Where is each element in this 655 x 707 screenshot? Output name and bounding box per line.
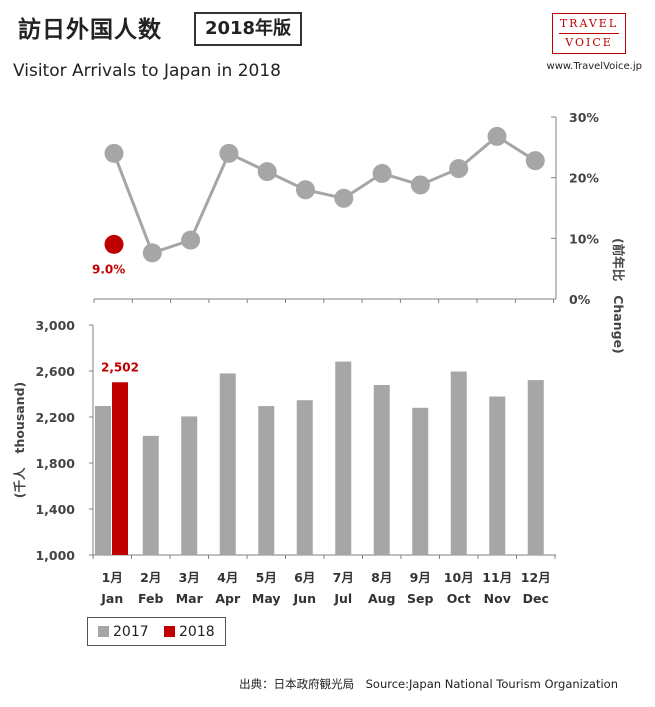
logo-line-1: TRAVEL (559, 15, 619, 34)
line-point-2017 (525, 151, 545, 171)
bar-2017 (219, 373, 236, 555)
bar-x-label-jp: 8月 (371, 570, 392, 585)
line-point-2017 (449, 159, 469, 179)
bar-y-tick-label: 1,400 (35, 502, 75, 517)
bar-2017 (142, 435, 159, 555)
line-point-2017 (487, 126, 507, 146)
bar-y-tick-label: 3,000 (35, 318, 75, 333)
line-point-2017 (181, 230, 201, 250)
bar-x-label-jp: 4月 (217, 570, 238, 585)
bar-x-label-jp: 3月 (179, 570, 200, 585)
line-data-label-2018: 9.0% (92, 262, 125, 276)
line-y-tick-label: 0% (569, 292, 591, 307)
bar-x-label-jp: 5月 (256, 570, 277, 585)
line-point-2017 (257, 162, 277, 182)
bar-x-label-jp: 7月 (333, 570, 354, 585)
bar-x-label-jp: 2月 (140, 570, 161, 585)
chart-legend: 2017 2018 (87, 617, 226, 646)
site-url: www.TravelVoice.jp (546, 61, 642, 72)
bar-2018 (112, 382, 128, 555)
legend-swatch-2017 (98, 626, 109, 637)
legend-label-2018: 2018 (179, 624, 215, 640)
page-subtitle: Visitor Arrivals to Japan in 2018 (13, 61, 281, 81)
bar-y-axis-label: (千人 thousand) (12, 382, 27, 499)
bar-x-label-en: Jul (333, 591, 352, 606)
line-point-2017 (296, 180, 315, 200)
arrivals-bar-chart: 1,000 1,400 1,800 2,200 2,600 3,000 (千人 thousan… (12, 318, 556, 606)
bar-y-tick-label: 2,600 (35, 364, 75, 379)
bar-x-label-jp: 11月 (482, 570, 512, 585)
bar-x-label-en: Apr (215, 591, 241, 606)
line-series-2017 (112, 134, 537, 255)
line-y-label-jp: (前年比 (611, 238, 626, 282)
bar-2017 (527, 380, 544, 555)
bar-2017 (258, 406, 275, 555)
bar-2017 (95, 405, 111, 555)
line-y-tick-label: 20% (569, 171, 599, 186)
line-point-2017 (219, 143, 239, 163)
bar-x-label-jp: 6月 (294, 570, 315, 585)
bar-y-label-en: thousand) (12, 382, 27, 454)
bar-2017 (412, 407, 429, 555)
change-line-chart: 0% 10% 20% 30% (前年比 Change) 9.0% (92, 110, 626, 354)
line-y-label-en: Change) (611, 295, 626, 354)
bar-2017 (489, 396, 506, 555)
travel-voice-logo: TRAVEL VOICE (552, 13, 626, 54)
charts-canvas: 0% 10% 20% 30% (前年比 Change) 9.0% 1,000 1,400 1,8… (12, 110, 626, 606)
page-title: 訪日外国人数 (18, 17, 162, 43)
bar-x-label-en: Nov (484, 591, 511, 606)
legend-label-2017: 2017 (113, 624, 149, 640)
bar-2017 (373, 385, 390, 555)
logo-line-2: VOICE (565, 36, 613, 49)
line-point-2018 (104, 234, 124, 254)
line-y-axis-label: (前年比 Change) (611, 238, 626, 354)
edition-badge: 2018年版 (194, 12, 302, 46)
bar-2017 (296, 400, 313, 555)
bar-x-label-en: May (252, 591, 281, 606)
bar-y-tick-label: 1,000 (35, 548, 75, 563)
source-note: 出典：日本政府観光局 Source:Japan National Tourism… (239, 677, 618, 691)
bar-x-label-jp: 12月 (521, 570, 551, 585)
bar-x-label-en: Jan (100, 591, 123, 606)
bar-2017 (335, 361, 352, 555)
line-point-2017 (104, 143, 124, 163)
legend-item-2018: 2018 (164, 624, 215, 640)
line-point-2017 (142, 243, 162, 263)
bar-y-tick-label: 1,800 (35, 456, 75, 471)
bar-x-label-en: Aug (368, 591, 396, 606)
bar-x-label-en: Feb (138, 591, 164, 606)
bar-x-label-en: Sep (407, 591, 433, 606)
bar-data-label-2018: 2,502 (101, 360, 139, 374)
legend-swatch-2018 (164, 626, 175, 637)
bar-x-label-jp: 10月 (444, 570, 474, 585)
bar-x-label-en: Mar (176, 591, 204, 606)
bar-2017 (181, 416, 198, 555)
bar-x-label-en: Jun (293, 591, 316, 606)
bar-x-label-en: Oct (447, 591, 471, 606)
line-y-tick-label: 30% (569, 110, 599, 125)
bar-x-label-jp: 1月 (102, 570, 123, 585)
legend-item-2017: 2017 (98, 624, 149, 640)
bar-2017 (450, 371, 467, 555)
line-point-2017 (334, 188, 354, 208)
bar-x-label-en: Dec (523, 591, 549, 606)
line-y-tick-label: 10% (569, 231, 599, 246)
bar-x-label-jp: 9月 (410, 570, 431, 585)
line-point-2017 (372, 163, 392, 183)
line-point-2017 (410, 175, 430, 195)
bar-y-label-jp: (千人 (12, 467, 27, 498)
bar-y-tick-label: 2,200 (35, 410, 75, 425)
